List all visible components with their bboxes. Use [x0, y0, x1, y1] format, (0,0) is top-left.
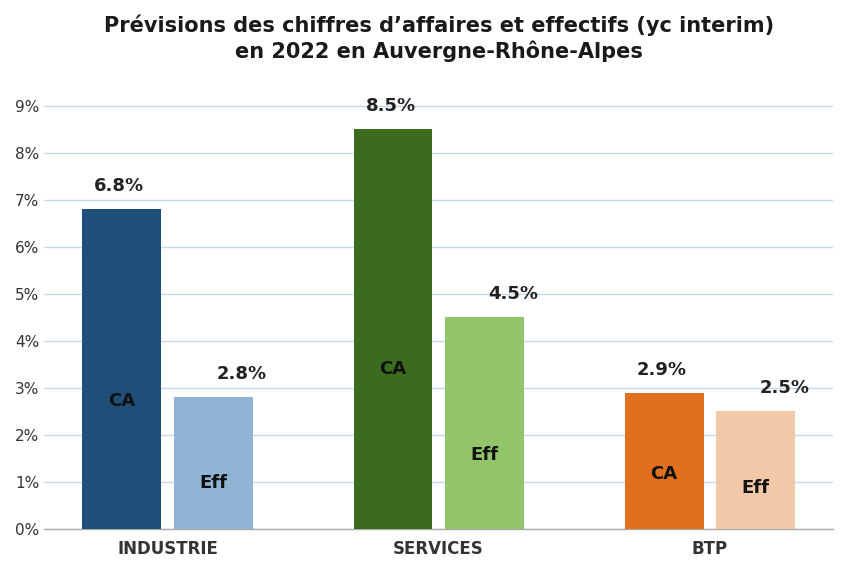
Text: CA: CA: [650, 465, 678, 484]
Text: 2.5%: 2.5%: [759, 379, 809, 397]
Text: Eff: Eff: [741, 479, 769, 497]
Bar: [716, 411, 795, 529]
Text: Eff: Eff: [199, 474, 227, 492]
Title: Prévisions des chiffres d’affaires et effectifs (yc interim)
en 2022 en Auvergne: Prévisions des chiffres d’affaires et ef…: [103, 15, 773, 61]
Text: 6.8%: 6.8%: [94, 177, 144, 195]
Text: 4.5%: 4.5%: [488, 285, 538, 303]
Bar: [174, 397, 253, 529]
Text: 8.5%: 8.5%: [365, 97, 416, 115]
Bar: [625, 393, 704, 529]
Text: 2.9%: 2.9%: [637, 360, 687, 379]
Text: CA: CA: [379, 360, 406, 378]
Text: 2.8%: 2.8%: [217, 365, 267, 383]
Bar: [445, 317, 524, 529]
Text: CA: CA: [109, 392, 136, 410]
Bar: [82, 209, 161, 529]
Text: Eff: Eff: [471, 446, 499, 464]
Bar: [354, 129, 432, 529]
